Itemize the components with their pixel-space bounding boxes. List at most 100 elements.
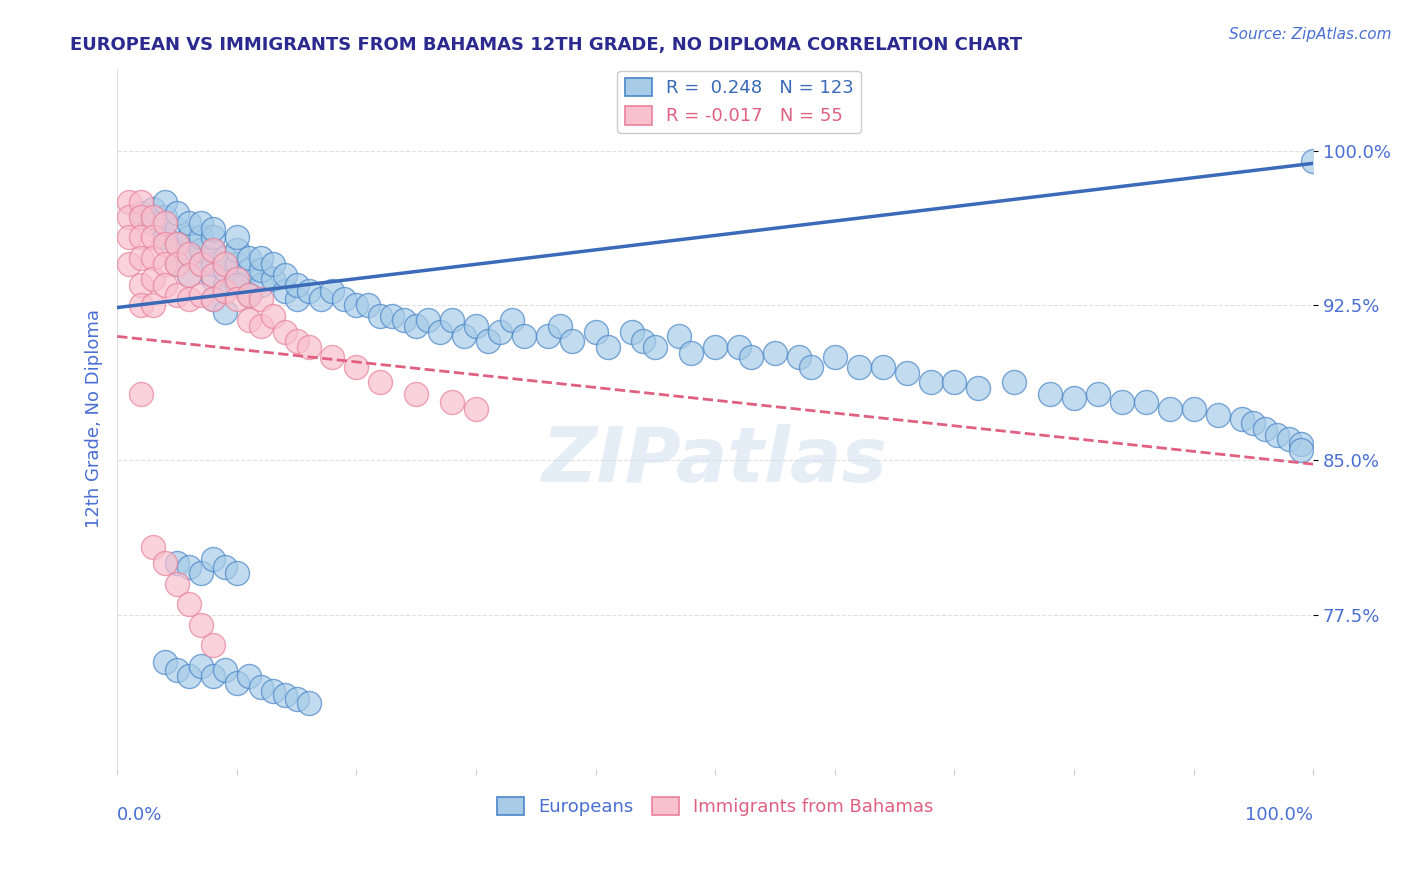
Point — [153, 230, 176, 244]
Point — [153, 216, 176, 230]
Point — [561, 334, 583, 348]
Point — [190, 243, 212, 257]
Text: 0.0%: 0.0% — [117, 806, 163, 824]
Point — [190, 618, 212, 632]
Point — [177, 293, 200, 307]
Point — [201, 268, 224, 282]
Point — [824, 350, 846, 364]
Point — [177, 230, 200, 244]
Point — [153, 257, 176, 271]
Point — [166, 288, 188, 302]
Point — [201, 222, 224, 236]
Point — [214, 663, 236, 677]
Point — [177, 268, 200, 282]
Point — [201, 271, 224, 285]
Point — [249, 277, 271, 292]
Legend: Europeans, Immigrants from Bahamas: Europeans, Immigrants from Bahamas — [489, 789, 941, 823]
Point — [225, 566, 247, 581]
Point — [596, 340, 619, 354]
Point — [1111, 395, 1133, 409]
Point — [201, 293, 224, 307]
Point — [644, 340, 666, 354]
Point — [262, 683, 284, 698]
Point — [668, 329, 690, 343]
Point — [238, 263, 260, 277]
Point — [262, 271, 284, 285]
Point — [1039, 387, 1062, 401]
Point — [441, 313, 464, 327]
Point — [190, 216, 212, 230]
Point — [177, 216, 200, 230]
Point — [190, 566, 212, 581]
Point — [129, 277, 152, 292]
Point — [201, 669, 224, 683]
Point — [214, 284, 236, 298]
Point — [537, 329, 560, 343]
Point — [177, 669, 200, 683]
Text: EUROPEAN VS IMMIGRANTS FROM BAHAMAS 12TH GRADE, NO DIPLOMA CORRELATION CHART: EUROPEAN VS IMMIGRANTS FROM BAHAMAS 12TH… — [70, 36, 1022, 54]
Point — [309, 293, 332, 307]
Point — [201, 293, 224, 307]
Point — [166, 556, 188, 570]
Point — [441, 395, 464, 409]
Point — [190, 659, 212, 673]
Point — [344, 298, 367, 312]
Point — [142, 202, 165, 216]
Point — [177, 597, 200, 611]
Point — [1302, 154, 1324, 169]
Point — [1254, 422, 1277, 436]
Point — [633, 334, 655, 348]
Point — [118, 230, 141, 244]
Point — [344, 360, 367, 375]
Point — [166, 236, 188, 251]
Point — [238, 251, 260, 265]
Point — [297, 696, 319, 710]
Point — [285, 293, 308, 307]
Point — [129, 230, 152, 244]
Point — [153, 236, 176, 251]
Point — [153, 210, 176, 224]
Point — [225, 675, 247, 690]
Point — [225, 230, 247, 244]
Point — [262, 309, 284, 323]
Point — [405, 319, 427, 334]
Point — [1278, 433, 1301, 447]
Point — [129, 251, 152, 265]
Point — [153, 655, 176, 669]
Text: ZIPatlas: ZIPatlas — [543, 424, 889, 498]
Point — [225, 271, 247, 285]
Text: 100.0%: 100.0% — [1246, 806, 1313, 824]
Point — [321, 284, 343, 298]
Point — [201, 639, 224, 653]
Point — [201, 257, 224, 271]
Point — [238, 288, 260, 302]
Point — [920, 375, 942, 389]
Point — [177, 247, 200, 261]
Text: Source: ZipAtlas.com: Source: ZipAtlas.com — [1229, 27, 1392, 42]
Point — [1291, 436, 1313, 450]
Point — [704, 340, 727, 354]
Point — [872, 360, 894, 375]
Point — [214, 304, 236, 318]
Point — [166, 576, 188, 591]
Point — [190, 257, 212, 271]
Point — [1135, 395, 1157, 409]
Point — [190, 230, 212, 244]
Point — [1267, 428, 1289, 442]
Point — [285, 334, 308, 348]
Point — [214, 560, 236, 574]
Point — [201, 230, 224, 244]
Point — [394, 313, 416, 327]
Point — [142, 271, 165, 285]
Point — [214, 263, 236, 277]
Point — [249, 293, 271, 307]
Point — [238, 313, 260, 327]
Point — [465, 319, 488, 334]
Point — [225, 293, 247, 307]
Point — [142, 216, 165, 230]
Point — [153, 556, 176, 570]
Point — [1063, 391, 1085, 405]
Point — [129, 387, 152, 401]
Point — [142, 210, 165, 224]
Point — [297, 340, 319, 354]
